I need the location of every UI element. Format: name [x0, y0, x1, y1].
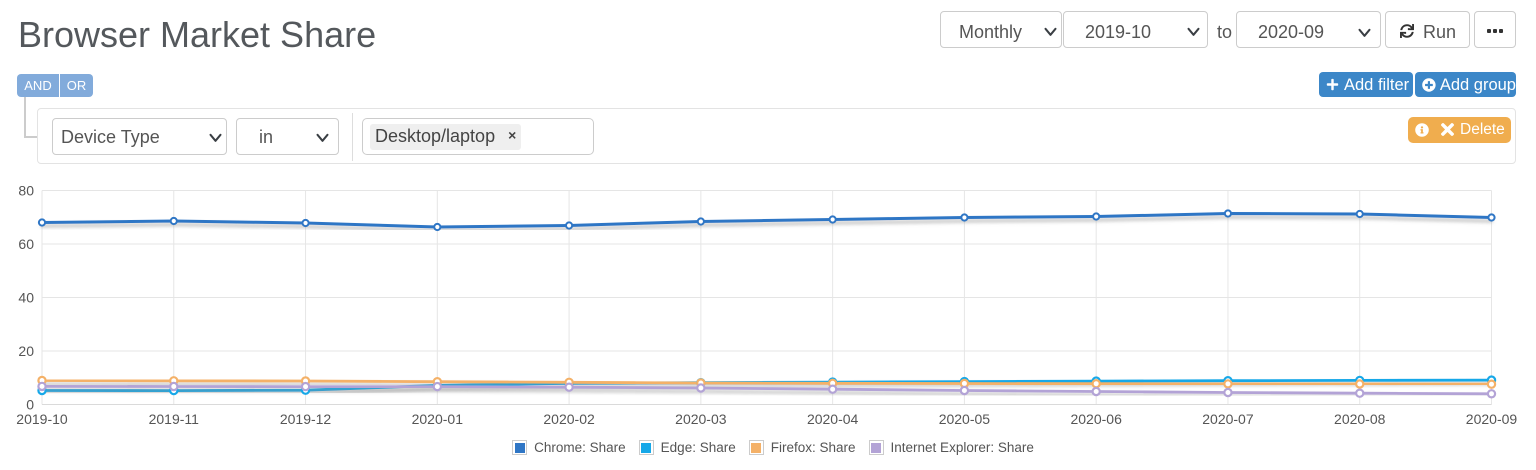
svg-text:2020-08: 2020-08 — [1334, 411, 1386, 427]
svg-text:2020-02: 2020-02 — [543, 411, 595, 427]
svg-text:2020-07: 2020-07 — [1202, 411, 1254, 427]
svg-text:2019-10: 2019-10 — [16, 411, 68, 427]
svg-text:20: 20 — [18, 343, 34, 359]
svg-text:2020-05: 2020-05 — [939, 411, 991, 427]
svg-text:2020-04: 2020-04 — [807, 411, 859, 427]
svg-text:2020-09: 2020-09 — [1466, 411, 1518, 427]
svg-text:2019-12: 2019-12 — [280, 411, 332, 427]
svg-text:2020-03: 2020-03 — [675, 411, 727, 427]
svg-text:2020-06: 2020-06 — [1070, 411, 1122, 427]
svg-text:60: 60 — [18, 236, 34, 252]
svg-text:40: 40 — [18, 290, 34, 306]
svg-text:2020-01: 2020-01 — [412, 411, 464, 427]
svg-text:0: 0 — [26, 397, 34, 413]
svg-text:80: 80 — [18, 183, 34, 199]
svg-text:2019-11: 2019-11 — [149, 411, 200, 427]
